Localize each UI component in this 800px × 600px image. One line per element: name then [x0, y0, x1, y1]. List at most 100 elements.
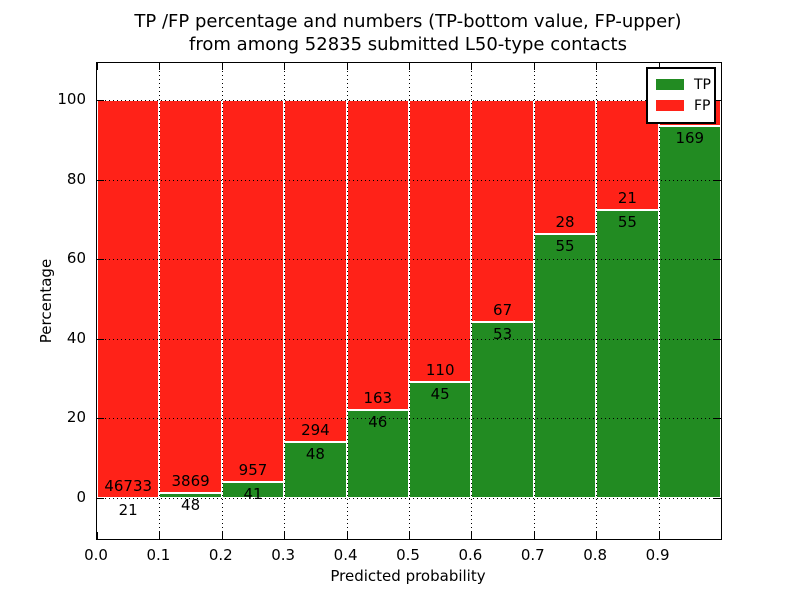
tp-bar-segment: [471, 322, 534, 498]
chart-title-line2: from among 52835 submitted L50-type cont…: [189, 34, 627, 55]
x-tick-bottom: [346, 532, 348, 539]
grid-vline: [409, 63, 410, 539]
fp-count-label: 163: [363, 389, 393, 408]
y-tick-right: [714, 418, 721, 420]
fp-bar-segment: [409, 100, 472, 383]
x-tick-label: 0.4: [333, 546, 358, 564]
x-tick-label: 0.0: [84, 546, 108, 564]
grid-vline: [471, 63, 473, 539]
y-tick-label: 0: [76, 488, 86, 506]
y-tick-right: [714, 179, 721, 181]
y-tick-label: 20: [66, 408, 86, 427]
tp-count-label: 169: [675, 129, 705, 148]
x-tick-label: 0.8: [583, 546, 608, 564]
x-tick-label: 0.7: [520, 546, 545, 564]
x-tick-bottom: [409, 532, 410, 539]
tp-count-label: 55: [617, 212, 637, 231]
x-tick-label: 0.5: [396, 546, 420, 564]
x-tick-label: 0.3: [271, 546, 296, 564]
y-tick-right: [714, 338, 721, 340]
x-tick-bottom: [97, 532, 98, 539]
x-tick-label: 0.2: [208, 546, 233, 564]
fp-bar-segment: [346, 100, 409, 411]
tp-bar-segment: [658, 126, 721, 498]
x-tick-bottom: [159, 532, 161, 539]
fp-count-label: 46733: [104, 476, 153, 495]
x-tick-top: [221, 63, 223, 70]
tp-count-label: 48: [181, 496, 201, 515]
tp-count-label: 53: [493, 325, 513, 344]
fp-bar-segment: [284, 100, 347, 443]
tp-swatch-icon: [656, 79, 684, 90]
tp-bar-segment: [284, 442, 347, 498]
y-tick-left: [97, 498, 104, 499]
y-tick-label: 60: [66, 249, 86, 268]
fp-count-label: 28: [555, 213, 575, 232]
grid-vline: [533, 63, 535, 539]
x-tick-top: [346, 63, 348, 70]
y-tick-right: [714, 100, 721, 101]
x-tick-bottom: [284, 532, 286, 539]
y-tick-left: [97, 100, 104, 101]
y-tick-left: [97, 259, 104, 261]
fp-bar-segment: [159, 100, 222, 494]
x-tick-top: [533, 63, 535, 70]
tp-bar-segment: [533, 234, 597, 498]
grid-vline: [596, 63, 598, 539]
x-tick-label: 0.1: [146, 546, 171, 564]
y-tick-label: 40: [66, 328, 86, 347]
tp-bar-segment: [596, 209, 659, 498]
legend-label-tp: TP: [694, 76, 711, 93]
y-tick-left: [97, 338, 104, 340]
fp-swatch-icon: [656, 100, 684, 111]
legend-entry-tp: TP: [656, 74, 711, 95]
tp-count-label: 41: [243, 484, 263, 503]
fp-bar-segment: [97, 100, 160, 498]
y-tick-left: [97, 418, 104, 420]
y-axis-title: Percentage: [37, 258, 55, 344]
fp-count-label: 67: [493, 301, 513, 320]
plot-area: TP FP 46733 21 3869 48 957 41 294 48 163 46 110 45 6…: [96, 62, 722, 540]
fp-count-label: 110: [425, 361, 455, 380]
tp-bar-segment: [346, 410, 409, 498]
y-tick-label: 100: [57, 90, 86, 108]
x-tick-label: 0.6: [458, 546, 483, 564]
fp-bar-segment: [471, 100, 534, 323]
grid-vline: [159, 63, 161, 539]
grid-vline: [658, 63, 660, 539]
y-tick-left: [97, 179, 104, 181]
chart-title: TP /FP percentage and numbers (TP-bottom…: [96, 10, 720, 56]
legend-entry-fp: FP: [656, 95, 711, 116]
x-tick-top: [409, 63, 410, 70]
x-tick-top: [471, 63, 473, 70]
fp-bar-segment: [221, 100, 285, 482]
grid-vline: [346, 63, 348, 539]
legend: TP FP: [646, 67, 716, 124]
x-tick-top: [97, 63, 98, 70]
x-tick-bottom: [658, 532, 660, 539]
tp-count-label: 45: [430, 385, 450, 404]
y-tick-right: [714, 259, 721, 261]
tp-count-label: 48: [305, 445, 325, 464]
x-axis-title: Predicted probability: [330, 567, 486, 585]
x-tick-top: [159, 63, 161, 70]
x-tick-bottom: [596, 532, 598, 539]
x-tick-bottom: [221, 532, 223, 539]
tp-count-label: 21: [118, 500, 138, 519]
tp-count-label: 46: [368, 413, 388, 432]
tp-count-label: 55: [555, 237, 575, 256]
y-tick-right: [714, 498, 721, 499]
x-tick-label: 0.9: [645, 546, 670, 564]
x-tick-bottom: [471, 532, 473, 539]
x-tick-top: [658, 63, 660, 70]
fp-count-label: 957: [238, 460, 268, 479]
x-tick-top: [284, 63, 286, 70]
fp-count-label: 294: [301, 421, 330, 440]
chart-title-line1: TP /FP percentage and numbers (TP-bottom…: [134, 11, 682, 32]
fp-count-label: 21: [617, 188, 637, 207]
grid-vline: [284, 63, 286, 539]
y-tick-label: 80: [66, 169, 86, 188]
fp-count-label: 3869: [171, 472, 210, 491]
x-tick-bottom: [533, 532, 535, 539]
